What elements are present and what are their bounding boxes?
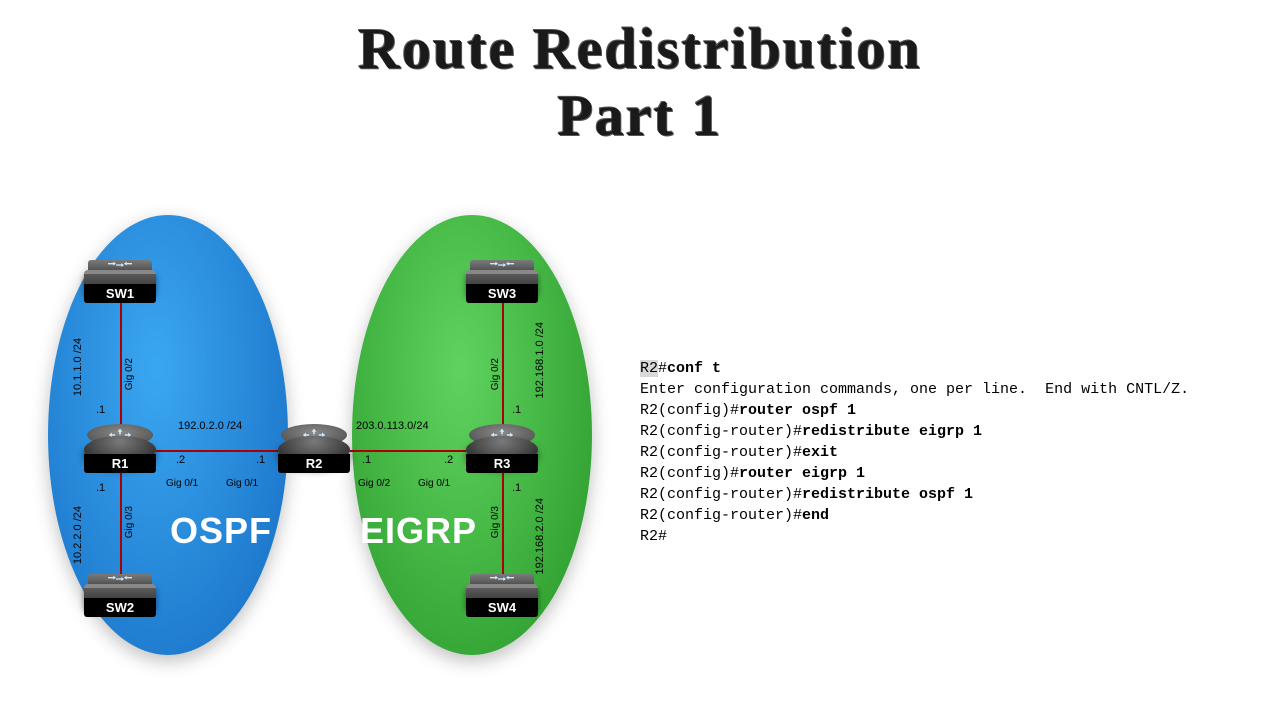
cli-line: R2(config)#router eigrp 1 (640, 463, 1270, 484)
cli-prompt: R2(config-router)# (640, 507, 802, 524)
device-label: R1 (84, 454, 156, 473)
subnet-label: 192.0.2.0 /24 (178, 420, 242, 432)
link-r3-sw4 (502, 470, 504, 590)
switch-icon (470, 260, 534, 270)
ospf-zone-label: OSPF (170, 510, 272, 552)
device-label: SW1 (84, 284, 156, 303)
device-label: SW2 (84, 598, 156, 617)
interface-label: Gig 0/2 (358, 478, 390, 489)
cli-line: R2(config-router)#exit (640, 442, 1270, 463)
cli-line: R2(config-router)#end (640, 505, 1270, 526)
device-label: R2 (278, 454, 350, 473)
link-r1-r2 (156, 450, 278, 452)
interface-label: Gig 0/1 (226, 478, 258, 489)
ip-last-octet: .1 (512, 404, 521, 416)
cli-command: router eigrp 1 (739, 465, 865, 482)
cli-prompt: R2(config-router)# (640, 486, 802, 503)
ip-last-octet: .1 (256, 454, 265, 466)
interface-label: Gig 0/2 (490, 358, 501, 390)
device-label: SW3 (466, 284, 538, 303)
subnet-label: 192.168.1.0 /24 (534, 322, 546, 398)
link-sw3-r3 (502, 294, 504, 436)
ip-last-octet: .2 (176, 454, 185, 466)
interface-label: Gig 0/2 (124, 358, 135, 390)
device-label: SW4 (466, 598, 538, 617)
title-line-1: Route Redistribution (0, 16, 1280, 83)
interface-label: Gig 0/3 (490, 506, 501, 538)
device-r3: R3 (466, 436, 538, 464)
link-r2-r3 (350, 450, 466, 452)
interface-label: Gig 0/3 (124, 506, 135, 538)
cli-line: R2#conf t (640, 358, 1270, 379)
cli-command: end (802, 507, 829, 524)
switch-icon (88, 574, 152, 584)
interface-label: Gig 0/1 (418, 478, 450, 489)
switch-icon (470, 574, 534, 584)
eigrp-zone-label: EIGRP (360, 510, 477, 552)
cli-command: conf t (667, 360, 721, 377)
cli-prompt: R2# (640, 528, 667, 545)
ip-last-octet: .1 (96, 482, 105, 494)
ip-last-octet: .2 (444, 454, 453, 466)
cli-command: redistribute ospf 1 (802, 486, 973, 503)
cli-prompt: Enter configuration commands, one per li… (640, 381, 1189, 398)
device-r2: R2 (278, 436, 350, 464)
subnet-label: 192.168.2.0 /24 (534, 498, 546, 574)
subnet-label: 10.2.2.0 /24 (72, 506, 84, 564)
cli-prompt: R2(config)# (640, 465, 739, 482)
cli-line: R2(config)#router ospf 1 (640, 400, 1270, 421)
cli-command: router ospf 1 (739, 402, 856, 419)
ip-last-octet: .1 (512, 482, 521, 494)
device-r1: R1 (84, 436, 156, 464)
cli-line: Enter configuration commands, one per li… (640, 379, 1270, 400)
network-diagram: OSPF EIGRP SW1 SW2 SW3 SW4 R1 R2 R3 10.1.1.0 /… (0, 210, 640, 690)
device-sw4: SW4 (466, 584, 538, 608)
cli-prompt: R2(config)# (640, 402, 739, 419)
cli-prompt: R2(config-router)# (640, 444, 802, 461)
subnet-label: 203.0.113.0/24 (356, 420, 429, 432)
ip-last-octet: .1 (96, 404, 105, 416)
cli-output: R2#conf tEnter configuration commands, o… (640, 358, 1270, 547)
cli-line: R2# (640, 526, 1270, 547)
link-r1-sw2 (120, 470, 122, 590)
link-sw1-r1 (120, 294, 122, 436)
cli-command: redistribute eigrp 1 (802, 423, 982, 440)
device-sw2: SW2 (84, 584, 156, 608)
page-title: Route Redistribution Part 1 (0, 0, 1280, 149)
cli-line: R2(config-router)#redistribute eigrp 1 (640, 421, 1270, 442)
cli-prompt: R2(config-router)# (640, 423, 802, 440)
device-sw3: SW3 (466, 270, 538, 294)
title-line-2: Part 1 (0, 83, 1280, 150)
cli-line: R2(config-router)#redistribute ospf 1 (640, 484, 1270, 505)
cli-prompt: R2 (640, 360, 658, 377)
cli-prompt: # (658, 360, 667, 377)
ip-last-octet: .1 (362, 454, 371, 466)
switch-icon (88, 260, 152, 270)
device-sw1: SW1 (84, 270, 156, 294)
cli-command: exit (802, 444, 838, 461)
subnet-label: 10.1.1.0 /24 (72, 338, 84, 396)
interface-label: Gig 0/1 (166, 478, 198, 489)
device-label: R3 (466, 454, 538, 473)
